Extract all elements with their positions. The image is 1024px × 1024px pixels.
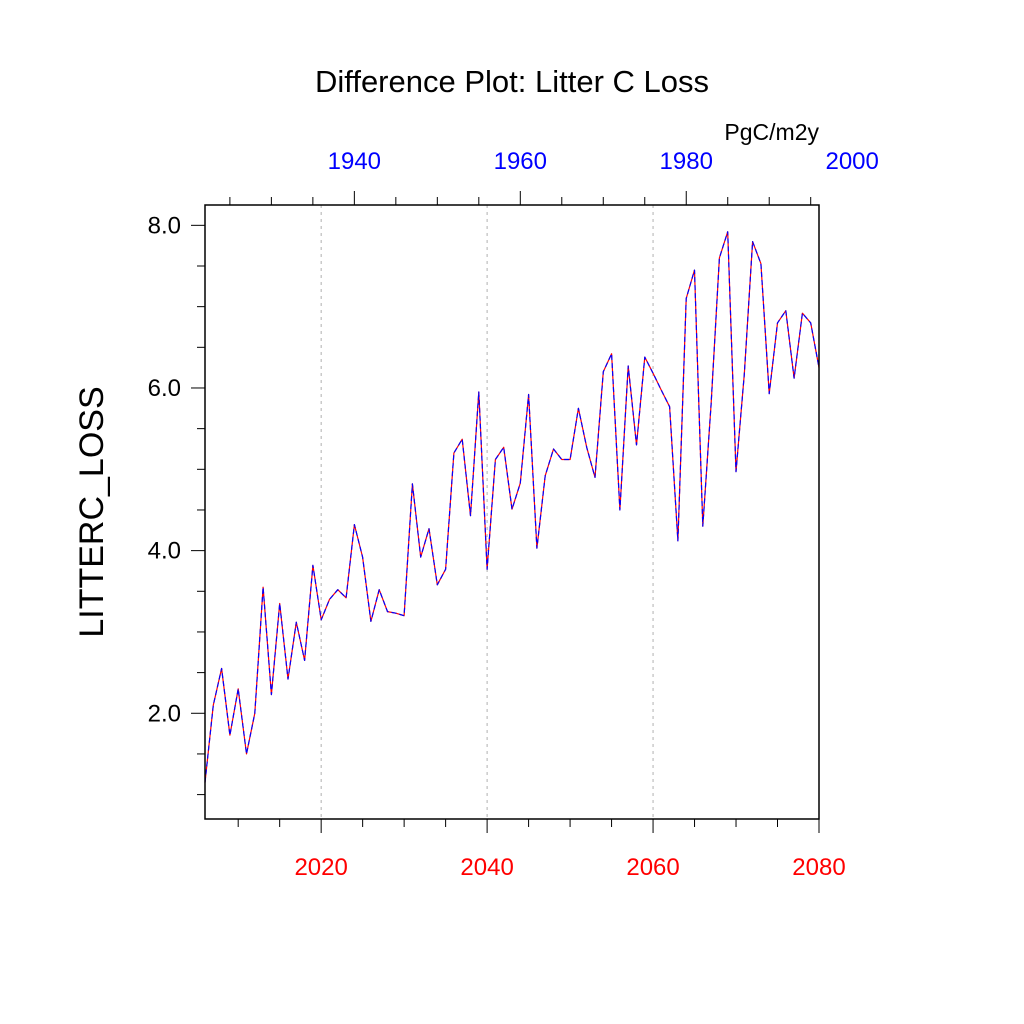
y-tick-label: 6.0 xyxy=(148,375,181,402)
axis-ticks xyxy=(191,191,820,833)
x-bottom-tick-label: 2060 xyxy=(626,854,679,881)
series-line-series-b xyxy=(204,231,820,783)
units-label: PgC/m2y xyxy=(724,119,819,145)
plot-frame xyxy=(204,204,820,820)
y-tick-label: 4.0 xyxy=(148,538,181,565)
x-top-tick-label: 1960 xyxy=(494,148,547,175)
gridlines xyxy=(320,205,654,819)
x-top-tick-label: 2000 xyxy=(825,148,878,175)
x-top-tick-label: 1980 xyxy=(660,148,713,175)
x-bottom-tick-label: 2080 xyxy=(792,854,845,881)
data-series xyxy=(204,231,820,783)
x-bottom-tick-label: 2020 xyxy=(294,854,347,881)
y-tick-label: 8.0 xyxy=(148,212,181,239)
chart-title: Difference Plot: Litter C Loss xyxy=(315,64,709,99)
x-bottom-tick-label: 2040 xyxy=(460,854,513,881)
y-tick-label: 2.0 xyxy=(148,700,181,727)
tick-labels: 2020 2040 2060 2080 1940 1960 1980 2000 2.0 4.0 6.… xyxy=(148,148,879,881)
x-top-tick-label: 1940 xyxy=(328,148,381,175)
y-axis-label: LITTERC_LOSS xyxy=(73,386,111,637)
